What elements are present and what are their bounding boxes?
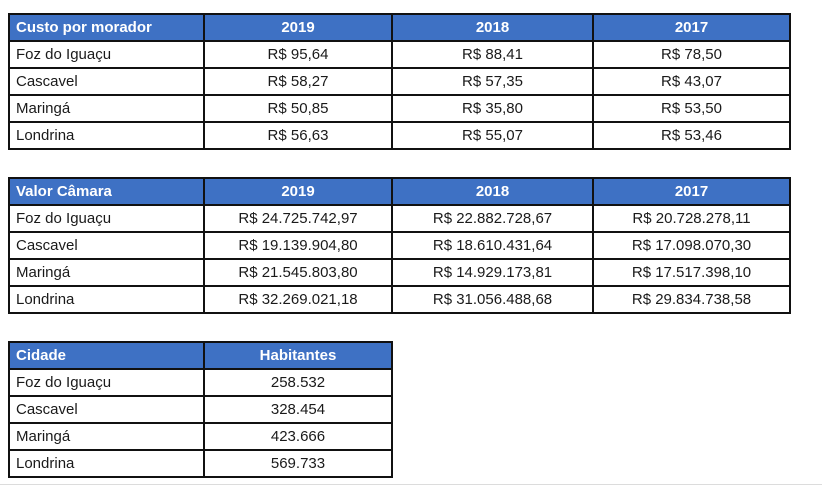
table-title-cidade: Cidade (8, 341, 205, 370)
table-row: Londrina 569.733 (8, 449, 393, 478)
row-label-maringa: Maringá (8, 94, 205, 123)
value-cell: R$ 55,07 (391, 121, 594, 150)
column-header-2017: 2017 (592, 13, 791, 42)
row-label-londrina: Londrina (8, 285, 205, 314)
value-cell: R$ 21.545.803,80 (203, 258, 393, 287)
value-cell: R$ 19.139.904,80 (203, 231, 393, 260)
row-label-foz-do-iguacu: Foz do Iguaçu (8, 204, 205, 233)
row-label-londrina: Londrina (8, 449, 205, 478)
value-cell: R$ 88,41 (391, 40, 594, 69)
row-label-cascavel: Cascavel (8, 67, 205, 96)
value-cell: R$ 53,50 (592, 94, 791, 123)
value-cell: R$ 31.056.488,68 (391, 285, 594, 314)
table-row: Maringá 423.666 (8, 422, 393, 451)
value-cell: R$ 35,80 (391, 94, 594, 123)
header-row: Custo por morador 2019 2018 2017 (8, 13, 791, 42)
row-label-foz-do-iguacu: Foz do Iguaçu (8, 40, 205, 69)
value-cell: R$ 18.610.431,64 (391, 231, 594, 260)
value-cell: 258.532 (203, 368, 393, 397)
table-row: Foz do Iguaçu 258.532 (8, 368, 393, 397)
value-cell: R$ 29.834.738,58 (592, 285, 791, 314)
table-row: Maringá R$ 21.545.803,80 R$ 14.929.173,8… (8, 258, 791, 287)
row-label-maringa: Maringá (8, 258, 205, 287)
column-header-2018: 2018 (391, 177, 594, 206)
value-cell: R$ 53,46 (592, 121, 791, 150)
habitantes-table: Cidade Habitantes Foz do Iguaçu 258.532 … (8, 341, 393, 478)
value-cell: R$ 32.269.021,18 (203, 285, 393, 314)
table-row: Cascavel R$ 19.139.904,80 R$ 18.610.431,… (8, 231, 791, 260)
bottom-divider (0, 484, 822, 485)
value-cell: R$ 24.725.742,97 (203, 204, 393, 233)
value-cell: R$ 17.517.398,10 (592, 258, 791, 287)
value-cell: R$ 17.098.070,30 (592, 231, 791, 260)
value-cell: 569.733 (203, 449, 393, 478)
value-cell: 423.666 (203, 422, 393, 451)
table-row: Maringá R$ 50,85 R$ 35,80 R$ 53,50 (8, 94, 791, 123)
value-cell: R$ 56,63 (203, 121, 393, 150)
value-cell: R$ 57,35 (391, 67, 594, 96)
value-cell: R$ 20.728.278,11 (592, 204, 791, 233)
table-title-custo-por-morador: Custo por morador (8, 13, 205, 42)
custo-por-morador-table: Custo por morador 2019 2018 2017 Foz do … (8, 13, 791, 150)
column-header-2019: 2019 (203, 177, 393, 206)
value-cell: R$ 58,27 (203, 67, 393, 96)
value-cell: R$ 43,07 (592, 67, 791, 96)
header-row: Valor Câmara 2019 2018 2017 (8, 177, 791, 206)
row-label-londrina: Londrina (8, 121, 205, 150)
table-title-valor-camara: Valor Câmara (8, 177, 205, 206)
table-row: Foz do Iguaçu R$ 95,64 R$ 88,41 R$ 78,50 (8, 40, 791, 69)
value-cell: 328.454 (203, 395, 393, 424)
value-cell: R$ 95,64 (203, 40, 393, 69)
row-label-maringa: Maringá (8, 422, 205, 451)
value-cell: R$ 78,50 (592, 40, 791, 69)
row-label-cascavel: Cascavel (8, 231, 205, 260)
column-header-2017: 2017 (592, 177, 791, 206)
column-header-2019: 2019 (203, 13, 393, 42)
row-label-foz-do-iguacu: Foz do Iguaçu (8, 368, 205, 397)
table-row: Foz do Iguaçu R$ 24.725.742,97 R$ 22.882… (8, 204, 791, 233)
table-row: Cascavel R$ 58,27 R$ 57,35 R$ 43,07 (8, 67, 791, 96)
value-cell: R$ 14.929.173,81 (391, 258, 594, 287)
value-cell: R$ 22.882.728,67 (391, 204, 594, 233)
column-header-2018: 2018 (391, 13, 594, 42)
header-row: Cidade Habitantes (8, 341, 393, 370)
valor-camara-table: Valor Câmara 2019 2018 2017 Foz do Iguaç… (8, 177, 791, 314)
column-header-habitantes: Habitantes (203, 341, 393, 370)
value-cell: R$ 50,85 (203, 94, 393, 123)
table-row: Londrina R$ 56,63 R$ 55,07 R$ 53,46 (8, 121, 791, 150)
table-row: Londrina R$ 32.269.021,18 R$ 31.056.488,… (8, 285, 791, 314)
table-row: Cascavel 328.454 (8, 395, 393, 424)
row-label-cascavel: Cascavel (8, 395, 205, 424)
